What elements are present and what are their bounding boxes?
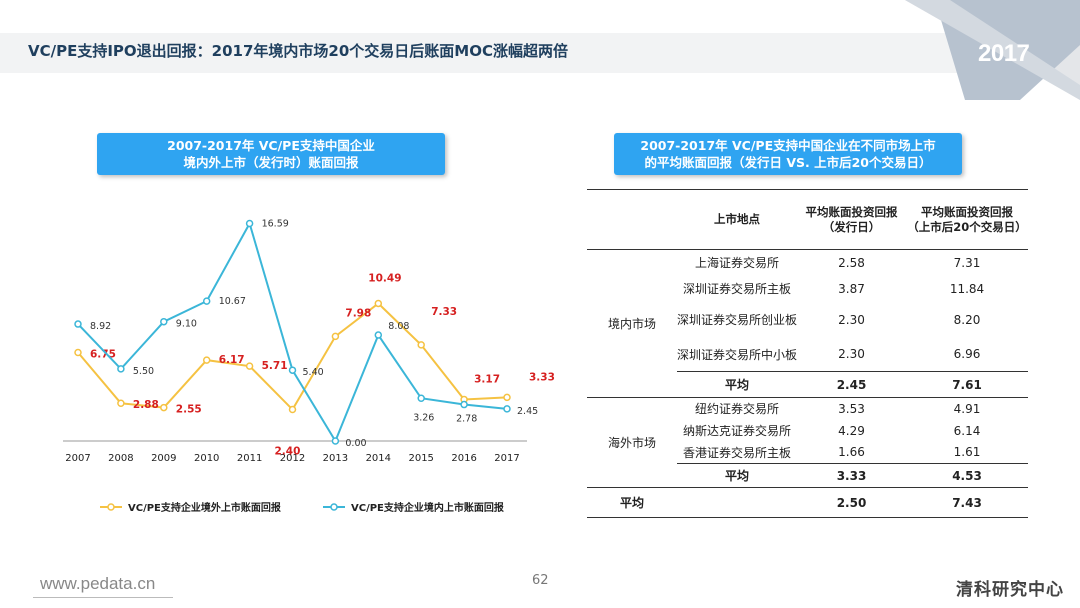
legend-swatch-marker <box>330 503 338 511</box>
data-label: 7.33 <box>431 306 457 318</box>
x-tick-label: 2014 <box>366 453 391 464</box>
x-tick-label: 2007 <box>65 453 90 464</box>
data-label: 0.00 <box>345 438 366 449</box>
data-point <box>417 394 425 403</box>
x-tick-label: 2009 <box>151 453 176 464</box>
data-point <box>117 399 125 407</box>
data-label: 2.78 <box>456 414 477 425</box>
data-label: 3.33 <box>529 371 555 383</box>
data-label: 2.40 <box>275 446 301 458</box>
data-point <box>331 332 340 341</box>
data-label: 3.17 <box>474 373 500 385</box>
group-domestic: 境内市场 <box>587 249 677 398</box>
header-bar <box>0 33 1080 73</box>
data-point <box>202 297 211 305</box>
table-row: 深圳证券交易所主板 3.87 11.84 <box>682 281 985 297</box>
footer-divider <box>33 597 173 598</box>
page-number: 62 <box>532 573 549 588</box>
data-point <box>288 405 297 414</box>
data-point <box>245 219 254 228</box>
header-place: 上市地点 <box>714 212 760 226</box>
data-point <box>74 348 82 357</box>
data-label: 6.17 <box>219 354 245 366</box>
x-tick-label: 2017 <box>494 453 519 464</box>
table-row-avg-overseas: 平均 3.33 4.53 <box>587 463 1028 488</box>
data-point <box>245 362 254 370</box>
table-row: 纳斯达克证券交易所 4.29 6.14 <box>682 423 981 439</box>
data-label: 10.67 <box>219 296 246 307</box>
data-label: 2.88 <box>133 399 159 411</box>
corner-decoration <box>905 0 1080 100</box>
x-tick-label: 2012 <box>280 453 305 464</box>
data-point <box>202 356 211 364</box>
data-label: 8.92 <box>90 321 111 332</box>
left-chart-title-line2: 境内外上市（发行时）账面回报 <box>183 155 359 170</box>
right-table-title-line1: 2007-2017年 VC/PE支持中国企业在不同市场上市 <box>640 138 936 153</box>
data-point <box>160 403 168 412</box>
market-return-table: 上市地点 平均账面投资回报 （发行日） 平均账面投资回报 （上市后20个交易日）… <box>587 189 1028 518</box>
right-table-title: 2007-2017年 VC/PE支持中国企业在不同市场上市 的平均账面回报（发行… <box>614 133 962 175</box>
right-table-title-line2: 的平均账面回报（发行日 VS. 上市后20个交易日） <box>644 155 932 170</box>
data-point <box>417 341 425 349</box>
series-line-overseas <box>77 302 508 412</box>
table-row: 海外市场 纽约证券交易所 3.53 4.91 <box>587 397 1028 488</box>
data-point <box>503 393 511 402</box>
data-point <box>160 317 168 326</box>
table-header-row: 上市地点 平均账面投资回报 （发行日） 平均账面投资回报 （上市后20个交易日） <box>587 189 1028 250</box>
data-point <box>117 365 125 373</box>
data-label: 3.26 <box>413 412 434 423</box>
data-label: 8.08 <box>388 321 409 332</box>
table-row: 香港证券交易所主板 1.66 1.61 <box>682 445 981 460</box>
data-label: 5.40 <box>303 367 324 378</box>
data-label: 5.71 <box>262 360 288 372</box>
x-tick-label: 2015 <box>408 453 433 464</box>
brand-logo: 清科研究中心 <box>956 580 1064 600</box>
left-chart-title: 2007-2017年 VC/PE支持中国企业 境内外上市（发行时）账面回报 <box>97 133 445 175</box>
data-label: 5.50 <box>133 366 154 377</box>
header-return-issue: 平均账面投资回报 （发行日） <box>805 204 898 234</box>
x-tick-label: 2016 <box>451 453 476 464</box>
data-point <box>331 437 340 445</box>
legend-label: VC/PE支持企业境内上市账面回报 <box>351 501 504 514</box>
data-label: 9.10 <box>176 319 197 330</box>
data-label: 2.45 <box>517 406 538 417</box>
x-tick-label: 2008 <box>108 453 133 464</box>
data-point <box>460 400 468 409</box>
data-label: 2.55 <box>176 404 202 416</box>
x-tick-label: 2010 <box>194 453 219 464</box>
footer-url: www.pedata.cn <box>40 574 156 593</box>
group-overseas: 海外市场 <box>587 397 677 488</box>
table-row-avg-domestic: 平均 2.45 7.61 <box>587 371 1028 398</box>
data-point <box>374 299 383 308</box>
table-row-avg-total: 平均 2.50 7.43 <box>587 488 1028 518</box>
data-label: 10.49 <box>368 272 401 284</box>
data-point <box>503 405 511 413</box>
legend-label: VC/PE支持企业境外上市账面回报 <box>128 501 281 514</box>
year-badge: 2017 <box>978 40 1030 67</box>
table-row: 深圳证券交易所中小板 2.30 6.96 <box>677 347 981 362</box>
left-chart-title-line1: 2007-2017年 VC/PE支持中国企业 <box>167 138 375 153</box>
header-return-20days: 平均账面投资回报 （上市后20个交易日） <box>907 204 1027 234</box>
data-point <box>288 366 297 374</box>
data-label: 16.59 <box>262 218 289 229</box>
return-line-chart: 2007 2008 2009 2010 2011 2012 2013 2014 2015 2016… <box>63 218 555 514</box>
legend-swatch-marker <box>107 503 115 511</box>
x-tick-label: 2011 <box>237 453 262 464</box>
page-title: VC/PE支持IPO退出回报：2017年境内市场20个交易日后账面MOC涨幅超两… <box>28 42 568 60</box>
table-row: 境内市场 上海证券交易所 2.58 7.31 <box>587 249 1028 398</box>
data-point <box>74 320 82 328</box>
data-label: 7.98 <box>345 307 371 319</box>
table-row: 深圳证券交易所创业板 2.30 8.20 <box>677 312 981 328</box>
x-tick-label: 2013 <box>323 453 348 464</box>
data-point <box>374 331 383 339</box>
